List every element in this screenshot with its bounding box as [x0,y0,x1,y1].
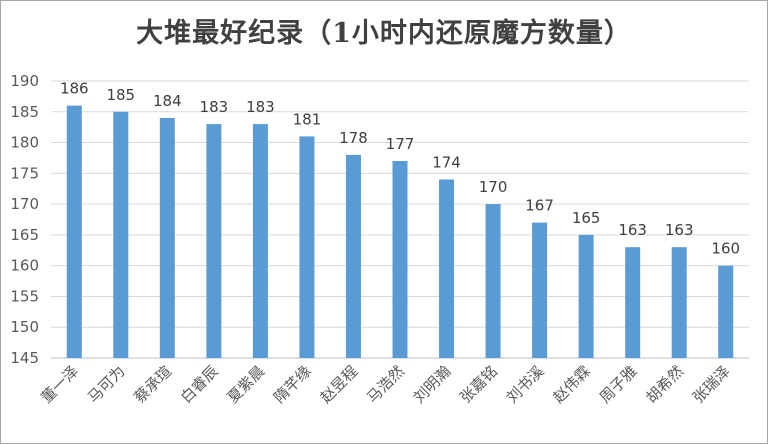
y-tick-label: 155 [10,287,39,305]
x-tick-label: 胡希然 [642,362,687,407]
data-label: 160 [711,240,740,258]
data-label: 184 [153,92,182,110]
x-tick-label: 赵昱程 [317,362,362,407]
x-tick-label: 董一泽 [38,362,83,407]
bar [485,204,501,358]
x-tick-label: 周子雅 [596,362,641,407]
y-tick-label: 170 [10,195,39,213]
bar [159,117,175,358]
bar [439,179,455,358]
bar [532,222,548,358]
y-tick-label: 180 [10,134,39,152]
data-label: 174 [432,153,461,171]
bar [113,111,129,359]
bar [206,124,222,358]
x-tick-label: 白睿辰 [177,362,222,407]
bar [625,247,641,358]
x-tick-label: 刘书溪 [503,362,548,407]
y-tick-label: 175 [10,164,39,182]
x-tick-label: 夏紫晨 [224,362,269,407]
data-label: 185 [106,86,135,104]
x-tick-label: 刘明瀚 [410,362,455,407]
bar [66,105,82,358]
y-tick-label: 165 [10,226,39,244]
bar [392,161,408,358]
x-tick-label: 马可为 [84,362,129,407]
data-label: 167 [525,197,554,215]
data-label: 170 [479,178,508,196]
y-tick-label: 150 [10,318,39,336]
data-label: 183 [200,98,229,116]
data-label: 186 [60,80,89,98]
bar [299,136,315,358]
data-label: 163 [618,221,647,239]
x-tick-label: 蔡承瑄 [131,362,176,407]
y-tick-label: 145 [10,349,39,367]
x-tick-label: 赵伟霖 [549,362,594,407]
data-label: 163 [665,221,694,239]
data-label: 178 [339,129,368,147]
bar [578,234,594,358]
y-tick-label: 160 [10,257,39,275]
data-label: 177 [386,135,415,153]
x-tick-label: 张嘉铭 [456,362,501,407]
chart-title: 大堆最好纪录（1小时内还原魔方数量） [136,18,632,49]
bar [252,124,268,358]
data-label: 165 [572,209,601,227]
y-tick-label: 185 [10,103,39,121]
data-label: 183 [246,98,275,116]
bar [671,247,687,358]
x-tick-label: 隋芊缘 [270,362,315,407]
x-tick-label: 马浩然 [363,362,408,407]
bar [345,154,361,358]
x-tick-label: 张瑞泽 [689,362,734,407]
y-tick-label: 190 [10,72,39,90]
bar [718,265,734,358]
data-label: 181 [293,110,322,128]
